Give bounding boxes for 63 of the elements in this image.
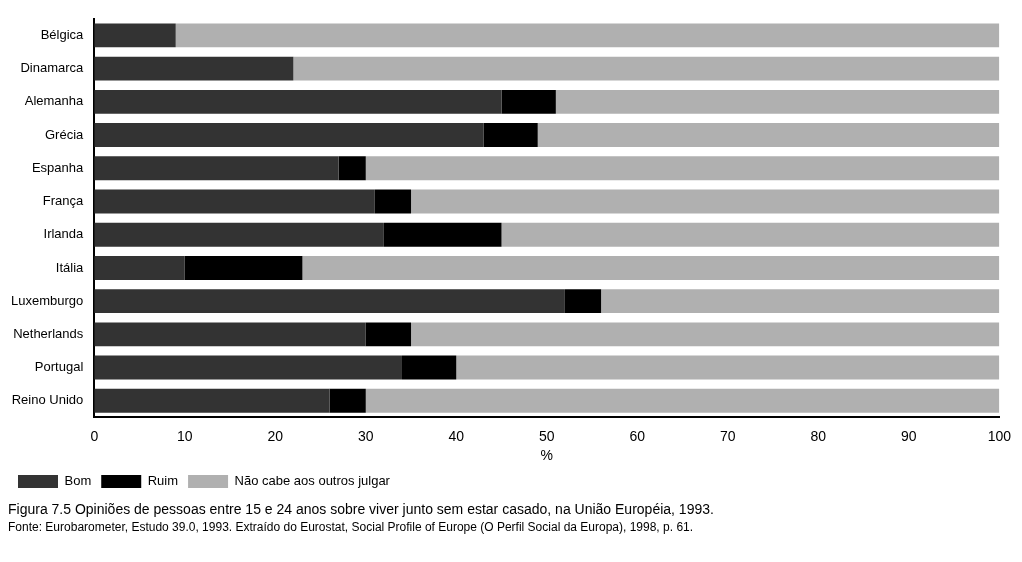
bar — [564, 289, 602, 314]
y-tick-label: Dinamarca — [20, 60, 85, 76]
y-tick-label: Espanha — [31, 159, 85, 175]
bar — [483, 123, 538, 148]
x-tick-label: 60 — [629, 427, 646, 444]
legend-label: Não cabe aos outros julgar — [234, 473, 391, 489]
bar — [94, 23, 176, 48]
x-tick-label: 50 — [539, 427, 555, 444]
text: Figura 7.5 Opiniões de pessoas entre 15 e 24 anos sobre viver junto sem estar casado, na União Européia, 1993. — [8, 501, 715, 517]
bar — [401, 355, 457, 380]
bar — [365, 322, 412, 347]
x-tick-label: 10 — [176, 427, 193, 444]
y-tick-label: Netherlands — [13, 325, 84, 341]
y-tick-label: Irlanda — [43, 226, 85, 242]
x-tick-label: 20 — [267, 427, 284, 444]
bar — [94, 322, 366, 347]
bar — [293, 56, 1000, 81]
legend-label: Ruim — [147, 473, 179, 489]
bar — [601, 289, 1000, 314]
x-tick-label: 90 — [901, 427, 917, 444]
bar — [329, 388, 366, 413]
bar — [175, 23, 1000, 48]
y-tick-label: Itália — [55, 259, 85, 275]
y-tick-label: França — [42, 193, 85, 209]
bar — [411, 322, 1000, 347]
x-tick-label: 70 — [720, 427, 736, 444]
source-note: Fonte: Eurobarometer, Estudo 39.0, 1993. Extraído do Eurostat, Social Profile of Europe (O Perfil Social da Europa), 1998, p. 61. — [8, 520, 695, 534]
x-tick-label: 80 — [810, 427, 827, 444]
bar — [94, 255, 185, 280]
bar — [374, 189, 412, 214]
y-tick-label: Grécia — [44, 126, 85, 142]
y-tick-label: Alemanha — [24, 93, 85, 109]
bar — [94, 189, 375, 214]
x-tick-label: 40 — [448, 427, 465, 444]
bar — [94, 123, 484, 148]
x-axis-title: % — [540, 447, 554, 464]
bar — [501, 89, 556, 114]
bar — [94, 289, 565, 314]
bar — [383, 222, 502, 247]
y-tick-label: Luxemburgo — [10, 292, 84, 308]
bar — [184, 255, 303, 280]
bar — [94, 388, 330, 413]
bar — [302, 255, 1000, 280]
bar — [411, 189, 1000, 214]
bar — [94, 56, 294, 81]
x-tick-label: 100 — [987, 427, 1012, 444]
bar — [94, 355, 402, 380]
bar — [365, 388, 1000, 413]
y-tick-label: Portugal — [34, 359, 84, 375]
legend-label: Bom — [64, 473, 92, 489]
bar — [537, 123, 1000, 148]
bar — [365, 156, 1000, 181]
y-tick-label: Reino Unido — [11, 392, 84, 408]
y-tick-label: Bélgica — [40, 26, 85, 42]
bar — [555, 89, 1000, 114]
x-tick-label: 30 — [357, 427, 374, 444]
bar — [456, 355, 1000, 380]
bar — [94, 89, 502, 114]
bar — [94, 156, 339, 181]
bar — [94, 222, 384, 247]
bar — [501, 222, 1000, 247]
bar — [338, 156, 366, 181]
x-tick-label: 0 — [90, 427, 99, 444]
